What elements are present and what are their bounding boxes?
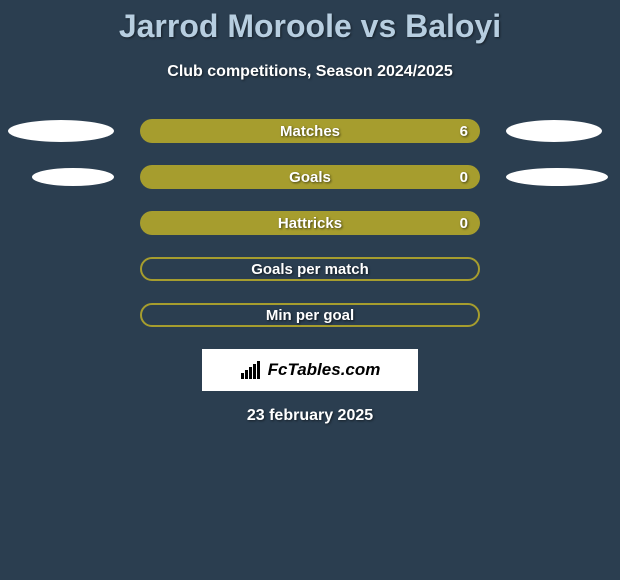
stat-label: Goals per match	[251, 261, 369, 278]
logo-box[interactable]: FcTables.com	[202, 349, 418, 391]
player-right-marker	[506, 120, 602, 142]
player-right-marker	[506, 168, 608, 186]
right-column	[480, 168, 594, 186]
date-label: 23 february 2025	[0, 407, 620, 425]
stat-row: Min per goal	[0, 303, 620, 327]
subtitle: Club competitions, Season 2024/2025	[0, 63, 620, 81]
stat-bar: Hattricks 0	[140, 211, 480, 235]
stat-bar: Goals per match	[140, 257, 480, 281]
stat-bar: Min per goal	[140, 303, 480, 327]
stat-value: 6	[460, 123, 468, 140]
stat-row: Matches 6	[0, 119, 620, 143]
logo-text: FcTables.com	[268, 360, 381, 380]
stat-row: Hattricks 0	[0, 211, 620, 235]
stat-label: Goals	[289, 169, 331, 186]
page-title: Jarrod Moroole vs Baloyi	[0, 8, 620, 45]
left-column	[26, 120, 140, 142]
bar-chart-icon	[240, 361, 262, 379]
stat-rows: Matches 6 Goals 0 Hattricks 0 Goals per match M…	[0, 119, 620, 327]
stat-label: Hattricks	[278, 215, 342, 232]
stat-label: Matches	[280, 123, 340, 140]
stat-value: 0	[460, 215, 468, 232]
player-left-marker	[32, 168, 114, 186]
left-column	[26, 168, 140, 186]
stat-value: 0	[460, 169, 468, 186]
stat-label: Min per goal	[266, 307, 354, 324]
comparison-card: Jarrod Moroole vs Baloyi Club competitio…	[0, 0, 620, 425]
stat-bar: Matches 6	[140, 119, 480, 143]
stat-row: Goals 0	[0, 165, 620, 189]
stat-row: Goals per match	[0, 257, 620, 281]
right-column	[480, 120, 594, 142]
player-left-marker	[8, 120, 114, 142]
stat-bar: Goals 0	[140, 165, 480, 189]
